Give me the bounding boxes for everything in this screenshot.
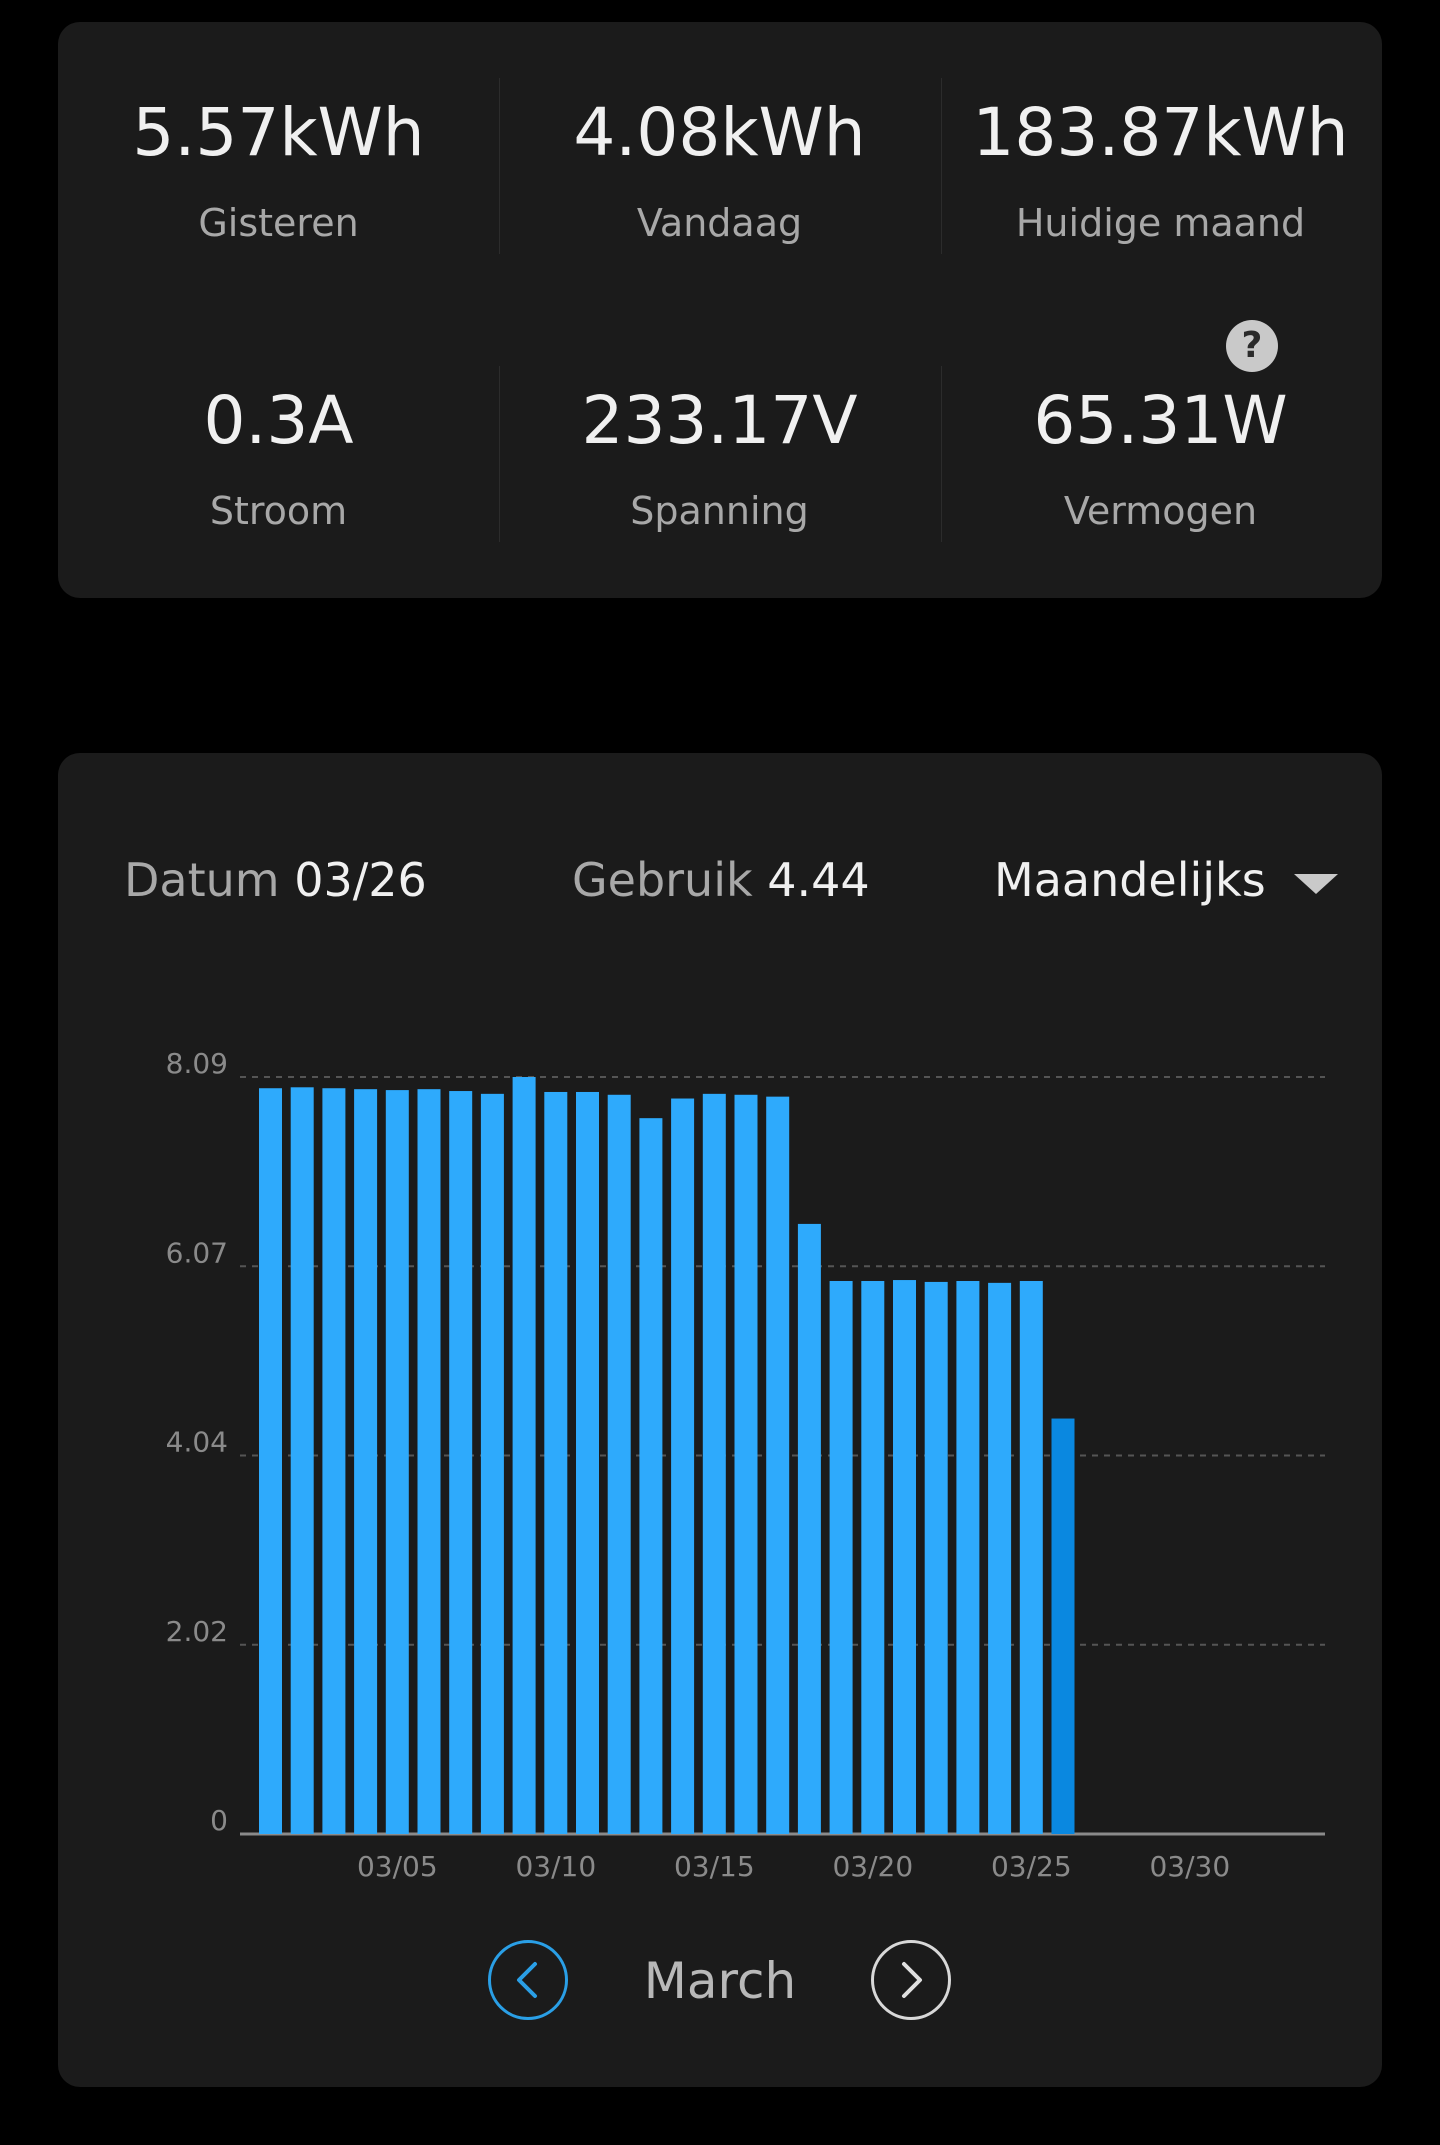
divider [941, 78, 942, 254]
stat-today: 4.08kWh Vandaag [499, 94, 940, 245]
stat-value: 0.3A [203, 382, 354, 459]
x-tick-label: 03/25 [991, 1850, 1072, 1883]
bar[interactable] [354, 1089, 378, 1834]
stat-value: 183.87kWh [972, 94, 1349, 171]
stat-value: 233.17V [581, 382, 858, 459]
bar[interactable] [639, 1118, 663, 1834]
divider [499, 366, 500, 542]
next-month-button[interactable] [871, 1940, 951, 2020]
stat-label: Stroom [209, 489, 348, 533]
bar[interactable] [259, 1088, 282, 1834]
stat-voltage: 233.17V Spanning [499, 382, 940, 533]
bar[interactable] [893, 1280, 916, 1834]
x-tick-label: 03/30 [1149, 1850, 1230, 1883]
dropdown-triangle-icon [1293, 873, 1338, 894]
usage-label: Gebruik [572, 853, 753, 907]
bar[interactable] [956, 1280, 980, 1834]
bar[interactable] [988, 1282, 1012, 1834]
bar[interactable] [290, 1087, 314, 1834]
bar[interactable] [861, 1280, 885, 1834]
divider [941, 366, 942, 542]
y-tick-label: 0 [210, 1804, 228, 1837]
bar[interactable] [385, 1090, 409, 1834]
usage-value: 4.44 [767, 853, 870, 907]
usage-header: Gebruik 4.44 [572, 850, 870, 910]
bar[interactable] [797, 1223, 821, 1834]
bar[interactable] [1019, 1280, 1043, 1834]
help-icon[interactable]: ? [1226, 320, 1278, 372]
bar[interactable] [480, 1093, 504, 1834]
x-tick-label: 03/10 [515, 1850, 596, 1883]
x-tick-label: 03/15 [674, 1850, 755, 1883]
bar[interactable] [544, 1091, 568, 1834]
stat-current: 0.3A Stroom [58, 382, 499, 533]
stats-card: 5.57kWh Gisteren 4.08kWh Vandaag 183.87k… [58, 22, 1382, 598]
stat-label: Gisteren [198, 201, 359, 245]
stat-label: Vermogen [1063, 489, 1258, 533]
y-tick-label: 6.07 [166, 1236, 228, 1269]
stat-label: Vandaag [636, 201, 803, 245]
stat-value: 65.31W [1033, 382, 1288, 459]
stat-label: Spanning [630, 489, 809, 533]
stat-label: Huidige maand [1015, 201, 1306, 245]
prev-month-button[interactable] [488, 1940, 568, 2020]
y-tick-label: 2.02 [166, 1615, 228, 1648]
bar[interactable] [829, 1280, 853, 1834]
bar[interactable] [924, 1281, 948, 1834]
month-label: March [643, 1952, 797, 2010]
bar[interactable] [734, 1094, 758, 1834]
bar[interactable] [671, 1098, 695, 1834]
y-tick-label: 4.04 [166, 1426, 228, 1459]
stat-value: 5.57kWh [132, 94, 425, 171]
chevron-right-icon [902, 1962, 922, 1998]
x-tick-label: 03/20 [832, 1850, 913, 1883]
x-tick-label: 03/05 [357, 1850, 438, 1883]
bar[interactable] [702, 1093, 726, 1834]
date-label: Datum [124, 853, 280, 907]
bar[interactable] [1051, 1418, 1075, 1834]
stat-month: 183.87kWh Huidige maand [940, 94, 1381, 245]
bar[interactable] [322, 1088, 346, 1834]
date-value: 03/26 [294, 853, 427, 907]
bar[interactable] [607, 1094, 631, 1834]
period-value: Maandelijks [994, 853, 1266, 907]
bar[interactable] [512, 1077, 536, 1834]
stat-value: 4.08kWh [573, 94, 866, 171]
bar[interactable] [576, 1091, 599, 1834]
date-header: Datum 03/26 [124, 850, 427, 910]
bar[interactable] [417, 1089, 441, 1834]
stat-yesterday: 5.57kWh Gisteren [58, 94, 499, 245]
bar[interactable] [766, 1096, 790, 1834]
chevron-left-icon [517, 1962, 537, 1998]
y-tick-label: 8.09 [166, 1047, 228, 1080]
period-dropdown[interactable]: Maandelijks [994, 850, 1338, 910]
stat-power: 65.31W Vermogen [940, 382, 1381, 533]
divider [499, 78, 500, 254]
bar[interactable] [449, 1091, 473, 1834]
